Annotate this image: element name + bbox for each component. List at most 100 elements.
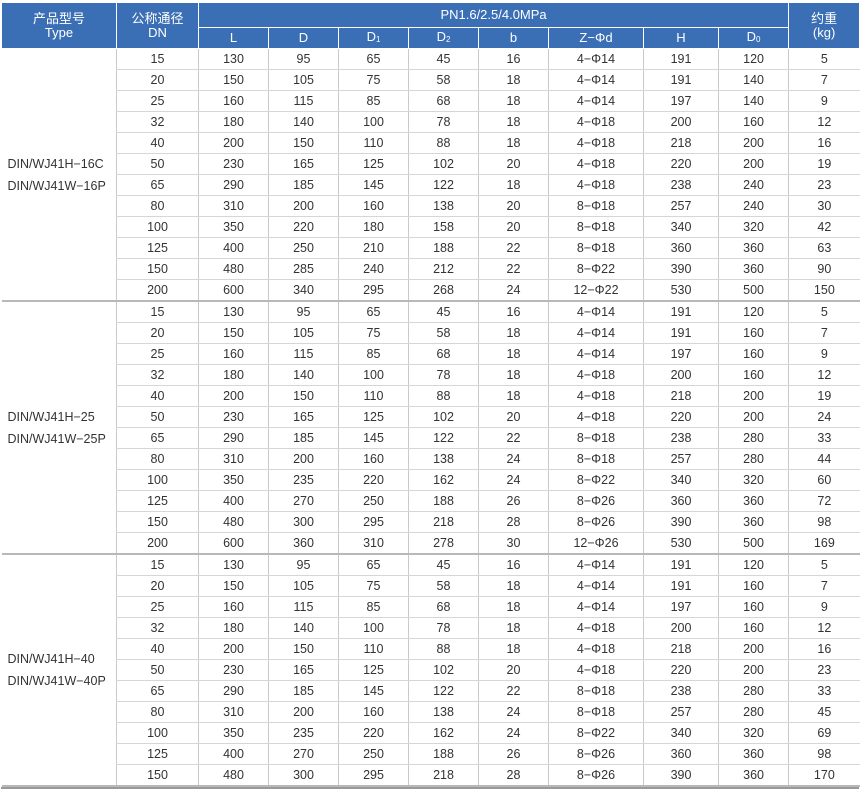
dn-cell: 150: [116, 511, 199, 533]
dimension-cell: 18: [478, 69, 549, 91]
dimension-cell: 162: [408, 722, 479, 744]
dimension-cell: 250: [338, 743, 409, 765]
dimension-cell: 200: [717, 638, 789, 660]
dimension-cell: 257: [643, 195, 719, 217]
dimension-cell: 191: [643, 69, 719, 91]
dimension-cell: 160: [338, 701, 409, 723]
dimension-cell: 200: [643, 364, 719, 386]
weight-cell: 170: [788, 764, 860, 787]
dimension-cell: 200: [643, 617, 719, 639]
table-row: 80 310 200 160 138 24 8−Φ18 257 280 45: [2, 701, 860, 723]
dn-cell: 25: [116, 596, 199, 618]
dimension-cell: 360: [643, 237, 719, 259]
dimension-cell: 390: [643, 258, 719, 280]
dimension-cell: 75: [338, 69, 409, 91]
dimension-cell: 165: [268, 153, 339, 175]
dimension-cell: 290: [198, 427, 269, 449]
dimension-cell: 75: [338, 322, 409, 344]
dimension-cell: 218: [643, 385, 719, 407]
column-header-label: Z−Φd: [579, 30, 613, 45]
dimension-cell: 4−Φ14: [548, 575, 644, 597]
dimension-cell: 500: [717, 532, 789, 555]
dimension-cell: 110: [338, 638, 409, 660]
dimension-cell: 220: [643, 153, 719, 175]
weight-cell: 12: [788, 111, 860, 133]
dimension-cell: 4−Φ14: [548, 343, 644, 365]
dimension-cell: 4−Φ18: [548, 406, 644, 428]
dimension-cell: 180: [338, 216, 409, 238]
dimension-cell: 78: [408, 364, 479, 386]
dimension-cell: 400: [198, 743, 269, 765]
dimension-cell: 4−Φ18: [548, 638, 644, 660]
column-header-subscript: 2: [445, 34, 451, 44]
dimension-cell: 360: [717, 237, 789, 259]
dimension-cell: 290: [198, 174, 269, 196]
weight-cell: 98: [788, 511, 860, 533]
dimension-cell: 160: [198, 596, 269, 618]
dimension-cell: 4−Φ18: [548, 659, 644, 681]
column-header: D: [268, 27, 339, 49]
dimension-cell: 250: [268, 237, 339, 259]
dn-cell: 125: [116, 490, 199, 512]
weight-cell: 42: [788, 216, 860, 238]
column-header-label: D: [436, 28, 446, 44]
table-row: 100 350 220 180 158 20 8−Φ18 340 320 42: [2, 216, 860, 238]
dimension-cell: 102: [408, 406, 479, 428]
dimension-cell: 210: [338, 237, 409, 259]
dimension-cell: 18: [478, 111, 549, 133]
column-header: D2: [408, 27, 479, 49]
table-row: 100 350 235 220 162 24 8−Φ22 340 320 69: [2, 722, 860, 744]
dimension-cell: 197: [643, 90, 719, 112]
dimension-cell: 150: [268, 385, 339, 407]
dimension-cell: 4−Φ18: [548, 132, 644, 154]
dimension-cell: 160: [338, 448, 409, 470]
table-row: 25 160 115 85 68 18 4−Φ14 197 160 9: [2, 596, 860, 618]
type-cell: DIN/WJ41H−40 DIN/WJ41W−40P: [1, 554, 117, 787]
weight-header: 约重 (kg): [788, 2, 860, 49]
dimension-cell: 180: [198, 364, 269, 386]
dimension-cell: 160: [717, 575, 789, 597]
weight-cell: 30: [788, 195, 860, 217]
dimension-cell: 191: [643, 48, 719, 70]
dimension-cell: 150: [198, 322, 269, 344]
weight-cell: 7: [788, 322, 860, 344]
column-header-label: H: [676, 30, 686, 45]
dimension-cell: 12−Φ26: [548, 532, 644, 555]
dimension-cell: 95: [268, 48, 339, 70]
weight-cell: 16: [788, 132, 860, 154]
type-cell: DIN/WJ41H−25 DIN/WJ41W−25P: [1, 301, 117, 555]
dimension-cell: 78: [408, 111, 479, 133]
table-row: 50 230 165 125 102 20 4−Φ18 220 200 24: [2, 406, 860, 428]
dimension-cell: 100: [338, 111, 409, 133]
dimension-cell: 238: [643, 427, 719, 449]
dimension-cell: 120: [717, 301, 789, 323]
column-header-label: D: [746, 28, 757, 44]
column-header-label: D: [298, 30, 309, 45]
dn-cell: 32: [116, 364, 199, 386]
dimension-cell: 105: [268, 322, 339, 344]
table-row: 20 150 105 75 58 18 4−Φ14 191 160 7: [2, 575, 860, 597]
dn-cell: 25: [116, 90, 199, 112]
column-header-subscript: 0: [756, 34, 761, 44]
dimension-cell: 68: [408, 343, 479, 365]
weight-cell: 5: [788, 301, 860, 323]
weight-cell: 9: [788, 90, 860, 112]
dimension-cell: 4−Φ18: [548, 364, 644, 386]
column-header: b: [478, 27, 549, 49]
dn-cell: 200: [116, 279, 199, 302]
dimension-cell: 212: [408, 258, 479, 280]
dimension-cell: 280: [717, 701, 789, 723]
dimension-cell: 22: [478, 427, 549, 449]
dimension-cell: 530: [643, 279, 719, 302]
dimension-cell: 200: [643, 111, 719, 133]
dimension-cell: 4−Φ14: [548, 69, 644, 91]
dimension-cell: 480: [198, 258, 269, 280]
weight-cell: 44: [788, 448, 860, 470]
dimension-cell: 120: [717, 554, 789, 576]
dimension-cell: 257: [643, 701, 719, 723]
dn-cell: 200: [116, 532, 199, 555]
dimension-cell: 188: [408, 237, 479, 259]
dimension-cell: 295: [338, 764, 409, 787]
table-row: 80 310 200 160 138 20 8−Φ18 257 240 30: [2, 195, 860, 217]
type-model: DIN/WJ41H−40: [7, 652, 95, 666]
